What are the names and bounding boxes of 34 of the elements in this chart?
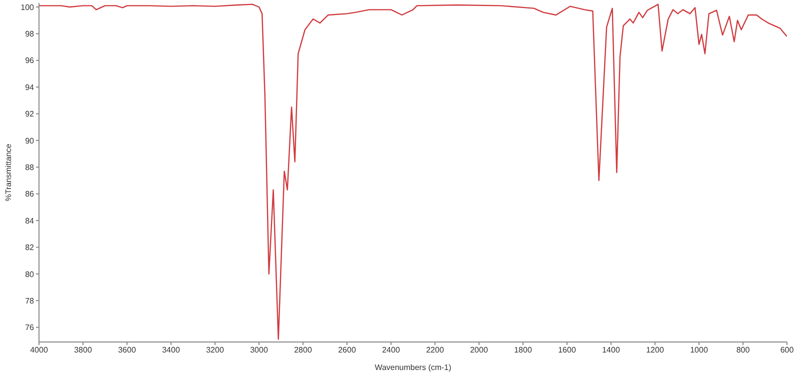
x-tick-label: 1600 xyxy=(558,346,576,355)
x-tick-label: 1800 xyxy=(514,346,532,355)
y-tick-label: 86 xyxy=(25,190,35,199)
line-series xyxy=(39,4,787,340)
x-tick-label: 2400 xyxy=(382,346,400,355)
x-tick-label: 4000 xyxy=(30,346,48,355)
x-tick-label: 3400 xyxy=(162,346,180,355)
x-tick-label: 3600 xyxy=(118,346,136,355)
x-tick-label: 2800 xyxy=(294,346,312,355)
y-tick-label: 100 xyxy=(20,2,35,12)
y-tick-label: 82 xyxy=(25,243,35,252)
x-tick-label: 3200 xyxy=(206,346,224,355)
x-tick-label: 600 xyxy=(780,346,794,355)
x-tick-label: 2200 xyxy=(426,346,444,355)
x-tick-label: 1400 xyxy=(602,346,620,355)
y-tick-label: 78 xyxy=(25,296,35,306)
y-tick-label: 98 xyxy=(25,30,35,39)
x-tick-label: 3000 xyxy=(250,346,268,355)
y-tick-label: 88 xyxy=(25,163,35,172)
y-tick-label: 94 xyxy=(25,82,35,92)
y-tick-label: 76 xyxy=(25,323,35,332)
x-tick-label: 3800 xyxy=(74,346,92,355)
x-tick-label: 800 xyxy=(736,346,750,355)
x-tick-label: 1200 xyxy=(646,346,664,355)
y-tick-label: 96 xyxy=(25,56,35,66)
y-axis-title: %Transmittance xyxy=(4,143,13,202)
y-tick-label: 92 xyxy=(25,110,35,119)
y-tick-label: 90 xyxy=(25,136,35,146)
x-axis-title: Wavenumbers (cm-1) xyxy=(374,363,452,372)
x-tick-label: 2000 xyxy=(470,346,488,355)
x-tick-label: 2600 xyxy=(338,346,356,355)
y-tick-label: 84 xyxy=(25,216,35,226)
x-tick-label: 1000 xyxy=(690,346,708,355)
y-tick-label: 80 xyxy=(25,270,35,279)
